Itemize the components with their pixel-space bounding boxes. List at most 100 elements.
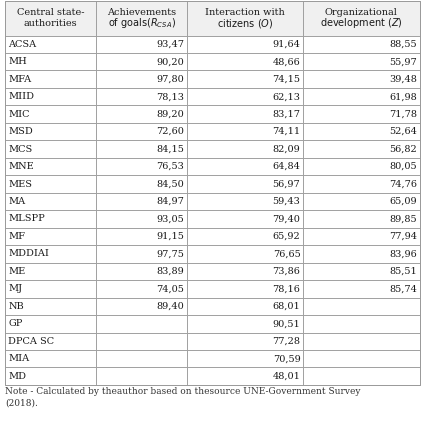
Text: 89,40: 89,40 bbox=[156, 302, 184, 311]
Text: MES: MES bbox=[8, 179, 32, 189]
Bar bbox=[5, 228, 96, 245]
Text: 65,92: 65,92 bbox=[272, 232, 300, 241]
Bar bbox=[187, 315, 303, 332]
Bar bbox=[96, 350, 187, 368]
Bar bbox=[303, 228, 420, 245]
Text: 76,53: 76,53 bbox=[156, 162, 184, 171]
Bar bbox=[96, 88, 187, 105]
Text: 80,05: 80,05 bbox=[390, 162, 417, 171]
Text: 83,89: 83,89 bbox=[156, 267, 184, 276]
Text: MF: MF bbox=[8, 232, 25, 241]
Bar bbox=[5, 298, 96, 315]
Bar bbox=[96, 175, 187, 193]
Text: 90,20: 90,20 bbox=[156, 57, 184, 66]
Text: MH: MH bbox=[8, 57, 27, 66]
Bar bbox=[303, 140, 420, 158]
Text: 78,16: 78,16 bbox=[272, 284, 300, 293]
Bar bbox=[5, 350, 96, 368]
Bar bbox=[303, 298, 420, 315]
Text: MIID: MIID bbox=[8, 92, 34, 101]
Bar bbox=[96, 105, 187, 123]
Bar bbox=[187, 210, 303, 228]
Bar bbox=[96, 263, 187, 280]
Bar bbox=[303, 88, 420, 105]
Bar bbox=[303, 193, 420, 210]
Bar bbox=[96, 245, 187, 263]
Text: MCS: MCS bbox=[8, 145, 33, 154]
Bar bbox=[187, 175, 303, 193]
Text: MSD: MSD bbox=[8, 127, 33, 136]
Bar bbox=[303, 280, 420, 298]
Bar bbox=[96, 53, 187, 71]
Bar bbox=[187, 193, 303, 210]
Text: GP: GP bbox=[8, 319, 23, 328]
Bar bbox=[303, 158, 420, 175]
Text: 56,97: 56,97 bbox=[272, 179, 300, 189]
Bar bbox=[5, 140, 96, 158]
Bar bbox=[5, 158, 96, 175]
Text: Organizational: Organizational bbox=[325, 8, 398, 17]
Bar bbox=[303, 263, 420, 280]
Text: 97,80: 97,80 bbox=[156, 75, 184, 84]
Text: 55,97: 55,97 bbox=[390, 57, 417, 66]
Bar bbox=[187, 228, 303, 245]
Text: 93,05: 93,05 bbox=[156, 214, 184, 223]
Text: 73,86: 73,86 bbox=[272, 267, 300, 276]
Text: 72,60: 72,60 bbox=[156, 127, 184, 136]
Bar bbox=[303, 332, 420, 350]
Bar bbox=[187, 263, 303, 280]
Text: 74,05: 74,05 bbox=[156, 284, 184, 293]
Bar bbox=[96, 280, 187, 298]
Text: ME: ME bbox=[8, 267, 26, 276]
Text: 39,48: 39,48 bbox=[389, 75, 417, 84]
Text: MFA: MFA bbox=[8, 75, 31, 84]
Text: MNE: MNE bbox=[8, 162, 34, 171]
Bar bbox=[303, 123, 420, 140]
Bar bbox=[5, 263, 96, 280]
Bar bbox=[96, 71, 187, 88]
Bar bbox=[5, 36, 96, 53]
Text: authorities: authorities bbox=[24, 19, 77, 28]
Bar bbox=[303, 245, 420, 263]
Text: 64,84: 64,84 bbox=[272, 162, 300, 171]
Bar bbox=[187, 298, 303, 315]
Bar bbox=[5, 315, 96, 332]
Text: 56,82: 56,82 bbox=[390, 145, 417, 154]
Text: 70,59: 70,59 bbox=[272, 354, 300, 363]
Text: 84,97: 84,97 bbox=[156, 197, 184, 206]
Text: MIC: MIC bbox=[8, 110, 30, 118]
Text: DPCA SC: DPCA SC bbox=[8, 337, 55, 346]
Text: 84,50: 84,50 bbox=[156, 179, 184, 189]
Bar bbox=[303, 210, 420, 228]
Text: 83,96: 83,96 bbox=[390, 250, 417, 258]
Text: of goals($\mathit{R_{CSA}}$): of goals($\mathit{R_{CSA}}$) bbox=[108, 16, 176, 30]
Bar bbox=[5, 175, 96, 193]
Text: MA: MA bbox=[8, 197, 25, 206]
Text: 90,51: 90,51 bbox=[272, 319, 300, 328]
Bar bbox=[96, 228, 187, 245]
Bar bbox=[5, 368, 96, 385]
Text: 93,47: 93,47 bbox=[156, 40, 184, 49]
Text: 48,66: 48,66 bbox=[272, 57, 300, 66]
Text: 74,76: 74,76 bbox=[389, 179, 417, 189]
Bar bbox=[303, 71, 420, 88]
Text: 74,11: 74,11 bbox=[272, 127, 300, 136]
Text: 89,85: 89,85 bbox=[390, 214, 417, 223]
Bar bbox=[303, 175, 420, 193]
Bar bbox=[96, 123, 187, 140]
Text: 59,43: 59,43 bbox=[272, 197, 300, 206]
Bar bbox=[187, 123, 303, 140]
Text: 68,01: 68,01 bbox=[272, 302, 300, 311]
Bar bbox=[187, 332, 303, 350]
Bar bbox=[96, 368, 187, 385]
Text: 79,40: 79,40 bbox=[272, 214, 300, 223]
Bar bbox=[303, 1, 420, 36]
Text: 97,75: 97,75 bbox=[156, 250, 184, 258]
Text: 52,64: 52,64 bbox=[389, 127, 417, 136]
Text: MLSPP: MLSPP bbox=[8, 214, 45, 223]
Bar bbox=[303, 53, 420, 71]
Bar bbox=[187, 140, 303, 158]
Bar bbox=[5, 210, 96, 228]
Text: Central state-: Central state- bbox=[17, 8, 85, 17]
Text: 71,78: 71,78 bbox=[389, 110, 417, 118]
